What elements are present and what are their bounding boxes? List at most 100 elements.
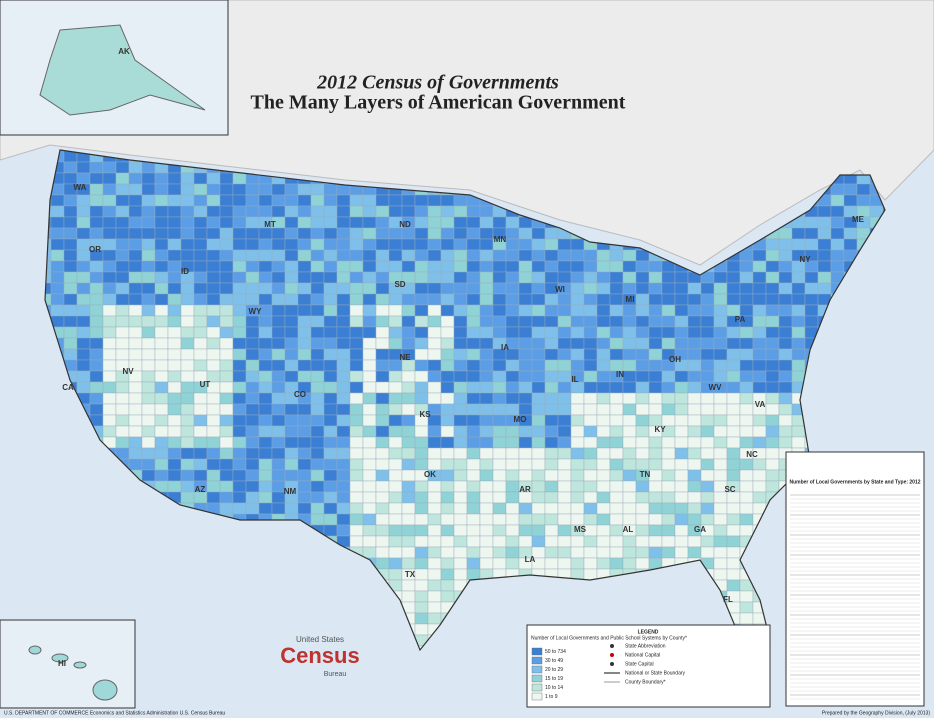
county-cell <box>700 403 715 416</box>
county-cell <box>726 359 741 372</box>
county-cell <box>557 491 572 504</box>
county-cell <box>414 535 429 548</box>
county-cell <box>115 403 130 416</box>
county-cell <box>596 425 611 438</box>
county-cell <box>570 403 585 416</box>
county-cell <box>557 425 572 438</box>
county-cell <box>206 491 221 504</box>
county-cell <box>141 326 156 339</box>
county-cell <box>401 590 416 603</box>
county-cell <box>726 293 741 306</box>
county-cell <box>193 205 208 218</box>
county-cell <box>206 183 221 196</box>
county-cell <box>180 315 195 328</box>
county-cell <box>271 502 286 515</box>
county-cell <box>154 403 169 416</box>
county-cell <box>583 348 598 361</box>
county-cell <box>63 304 78 317</box>
county-cell <box>271 315 286 328</box>
county-cell <box>271 469 286 482</box>
county-cell <box>89 315 104 328</box>
county-cell <box>349 282 364 295</box>
county-cell <box>167 480 182 493</box>
county-cell <box>323 194 338 207</box>
county-cell <box>245 458 260 471</box>
county-cell <box>388 414 403 427</box>
county-cell <box>674 315 689 328</box>
county-cell <box>336 359 351 372</box>
county-cell <box>141 183 156 196</box>
county-cell <box>401 513 416 526</box>
county-cell <box>557 524 572 537</box>
county-cell <box>531 491 546 504</box>
county-cell <box>609 480 624 493</box>
county-cell <box>414 282 429 295</box>
county-cell <box>765 414 780 427</box>
county-cell <box>154 315 169 328</box>
county-cell <box>518 403 533 416</box>
county-cell <box>414 216 429 229</box>
county-cell <box>635 557 650 570</box>
county-cell <box>622 491 637 504</box>
county-cell <box>518 469 533 482</box>
county-cell <box>219 293 234 306</box>
county-cell <box>609 535 624 548</box>
county-cell <box>713 546 728 559</box>
county-cell <box>440 359 455 372</box>
county-cell <box>674 480 689 493</box>
county-cell <box>570 249 585 262</box>
county-cell <box>544 238 559 251</box>
county-cell <box>349 304 364 317</box>
county-cell <box>505 524 520 537</box>
county-cell <box>232 293 247 306</box>
county-cell <box>518 524 533 537</box>
county-cell <box>414 315 429 328</box>
county-cell <box>648 370 663 383</box>
county-cell <box>531 337 546 350</box>
county-cell <box>167 447 182 460</box>
county-cell <box>739 381 754 394</box>
county-cell <box>544 392 559 405</box>
county-cell <box>739 326 754 339</box>
county-cell <box>336 447 351 460</box>
county-cell <box>336 194 351 207</box>
county-cell <box>362 282 377 295</box>
county-cell <box>128 447 143 460</box>
county-cell <box>622 458 637 471</box>
county-cell <box>245 315 260 328</box>
county-cell <box>531 513 546 526</box>
county-cell <box>726 271 741 284</box>
county-cell <box>700 425 715 438</box>
county-cell <box>466 249 481 262</box>
county-cell <box>219 348 234 361</box>
county-cell <box>557 260 572 273</box>
county-cell <box>700 480 715 493</box>
county-cell <box>76 282 91 295</box>
county-cell <box>414 194 429 207</box>
county-cell <box>141 271 156 284</box>
county-cell <box>258 337 273 350</box>
county-cell <box>271 370 286 383</box>
county-cell <box>232 205 247 218</box>
county-cell <box>453 271 468 284</box>
county-cell <box>375 524 390 537</box>
county-cell <box>375 348 390 361</box>
county-cell <box>297 194 312 207</box>
county-cell <box>297 469 312 482</box>
county-cell <box>843 194 858 207</box>
county-cell <box>115 161 130 174</box>
county-cell <box>622 315 637 328</box>
legend-symbol <box>610 662 614 666</box>
county-cell <box>700 315 715 328</box>
table-title: Number of Local Governments by State and… <box>789 479 920 485</box>
county-cell <box>518 381 533 394</box>
county-cell <box>414 491 429 504</box>
county-cell <box>505 381 520 394</box>
county-cell <box>583 535 598 548</box>
county-cell <box>622 381 637 394</box>
county-cell <box>752 469 767 482</box>
county-cell <box>245 381 260 394</box>
county-cell <box>856 194 871 207</box>
county-cell <box>76 337 91 350</box>
county-cell <box>570 348 585 361</box>
